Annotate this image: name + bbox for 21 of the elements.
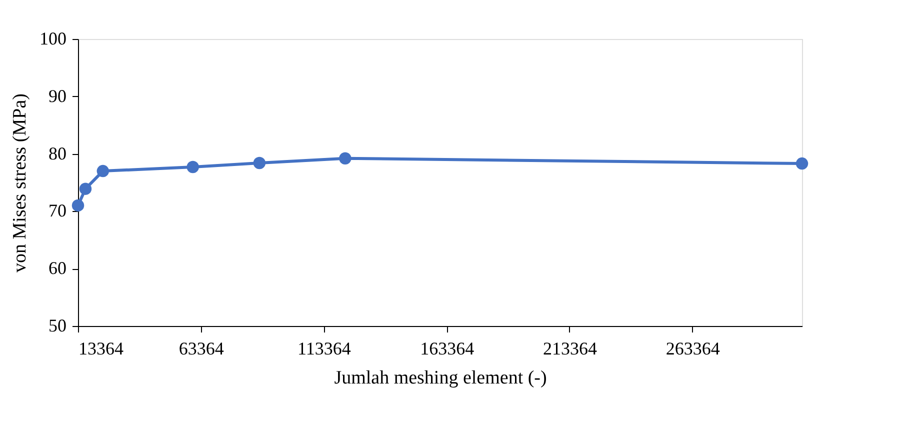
point — [339, 152, 352, 165]
y-tick-label: 100 — [40, 28, 66, 48]
y-tick-label: 60 — [48, 258, 66, 278]
point — [796, 157, 808, 170]
point — [253, 156, 266, 170]
point — [79, 182, 92, 195]
y-tick-label: 70 — [48, 200, 66, 221]
point — [186, 160, 199, 174]
point — [72, 199, 84, 212]
y-tick-label: 50 — [48, 316, 66, 336]
x-tick-label: 113364 — [298, 338, 351, 358]
x-tick-label: 163364 — [420, 338, 474, 358]
x-tick-label: 63364 — [178, 338, 224, 358]
point — [96, 164, 110, 178]
x-tick-label: 13364 — [78, 338, 124, 358]
x-tick-label: 263364 — [666, 338, 720, 358]
x-tick-label: 213364 — [542, 338, 597, 358]
x-axis-title: Jumlah meshing element (-) — [334, 368, 547, 388]
y-tick-label: 90 — [48, 86, 66, 106]
y-axis-title: von Mises stress (MPa) — [10, 94, 30, 272]
y-tick-label: 80 — [48, 143, 66, 164]
